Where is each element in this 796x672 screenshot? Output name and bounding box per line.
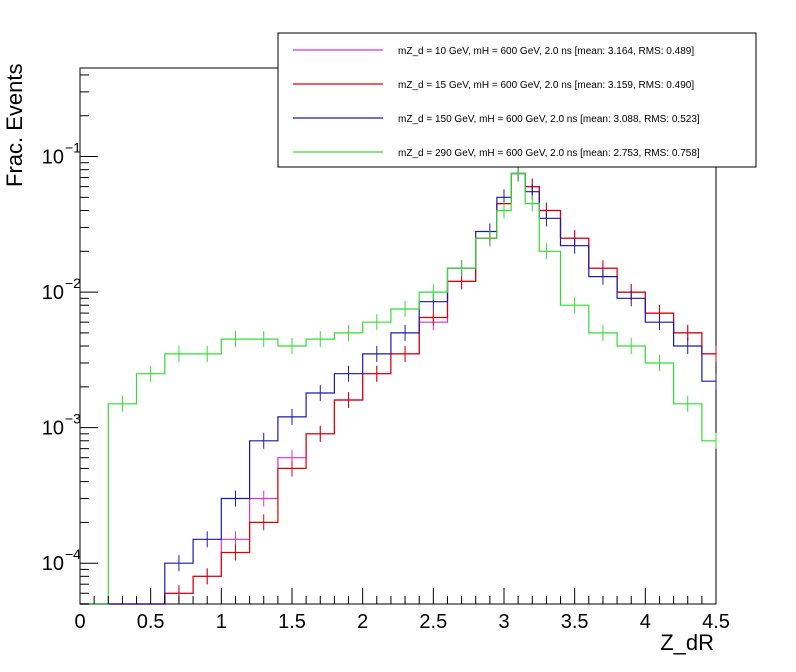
x-tick-label: 2.5 (419, 611, 447, 633)
x-tick-label: 3.5 (561, 611, 589, 633)
series-4 (80, 165, 717, 605)
axes-group: 0 0.5 1 1.5 2 2.5 3 3.5 4 4.510−410−310−210−1 (42, 74, 730, 633)
x-tick-label: 4.5 (702, 611, 730, 633)
legend-label: mZ_d = 15 GeV, mH = 600 GeV, 2.0 ns [mea… (398, 80, 694, 91)
x-tick-label: 1 (216, 611, 227, 633)
legend-label: mZ_d = 150 GeV, mH = 600 GeV, 2.0 ns [me… (398, 114, 700, 125)
series-line (80, 172, 716, 605)
y-axis: 10−410−310−210−1 (42, 74, 98, 605)
x-tick-label: 0.5 (137, 611, 165, 633)
legend-label: mZ_d = 290 GeV, mH = 600 GeV, 2.0 ns [me… (398, 148, 700, 159)
series-group (80, 165, 717, 605)
legend-item: mZ_d = 15 GeV, mH = 600 GeV, 2.0 ns [mea… (293, 80, 694, 91)
y-tick-label: 10 (42, 553, 64, 575)
series-line (80, 172, 716, 605)
y-tick-label: 10 (42, 418, 64, 440)
y-tick-exponent: −4 (65, 546, 81, 562)
y-tick-exponent: −1 (65, 140, 81, 156)
x-axis-label: Z_dR (660, 630, 714, 655)
legend: mZ_d = 10 GeV, mH = 600 GeV, 2.0 ns [mea… (277, 32, 757, 168)
series-3 (80, 165, 717, 605)
legend-box (277, 32, 757, 168)
x-tick-label: 2 (357, 611, 368, 633)
y-axis-label: Frac. Events (2, 64, 27, 187)
x-tick-label: 4 (640, 611, 651, 633)
legend-item: mZ_d = 290 GeV, mH = 600 GeV, 2.0 ns [me… (293, 148, 700, 159)
x-axis: 0 0.5 1 1.5 2 2.5 3 3.5 4 4.5 (74, 588, 730, 633)
x-tick-label: 0 (74, 611, 85, 633)
y-tick-label: 10 (42, 147, 64, 169)
x-tick-label: 3 (498, 611, 509, 633)
y-tick-exponent: −2 (65, 275, 81, 291)
series-line (80, 172, 716, 605)
legend-item: mZ_d = 10 GeV, mH = 600 GeV, 2.0 ns [mea… (293, 46, 694, 57)
legend-label: mZ_d = 10 GeV, mH = 600 GeV, 2.0 ns [mea… (398, 46, 694, 57)
series-2 (80, 165, 717, 605)
series-1 (80, 165, 717, 605)
y-tick-label: 10 (42, 282, 64, 304)
y-tick-exponent: −3 (65, 411, 81, 427)
series-line (80, 172, 716, 605)
x-tick-label: 1.5 (278, 611, 306, 633)
legend-item: mZ_d = 150 GeV, mH = 600 GeV, 2.0 ns [me… (293, 114, 700, 125)
